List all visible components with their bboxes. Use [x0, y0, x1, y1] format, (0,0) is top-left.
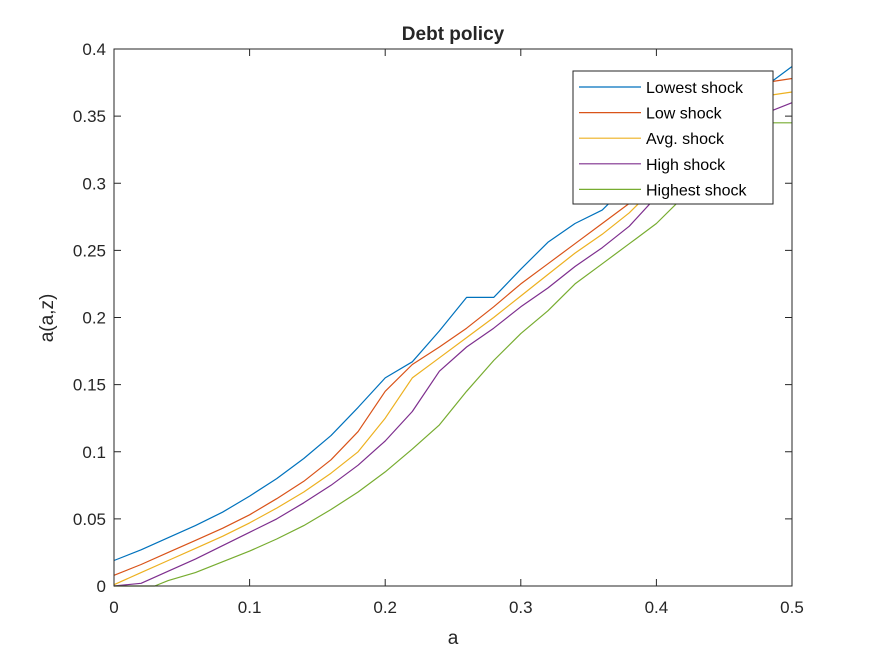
axes-box	[113, 48, 793, 587]
series-line-4	[114, 122, 792, 587]
x-tick-label: 0	[109, 598, 118, 617]
legend-label-1: Low shock	[646, 106, 723, 123]
y-tick-label: 0.25	[73, 241, 106, 260]
x-tick-label: 0.1	[238, 598, 262, 617]
y-tick-label: 0.4	[82, 40, 106, 59]
legend-label-4: Highest shock	[646, 182, 747, 199]
legend-label-3: High shock	[646, 157, 726, 174]
chart-title: Debt policy	[402, 24, 505, 45]
legend: Lowest shock Low shock Avg. shock High shoc…	[572, 70, 774, 205]
x-tick-label: 0.3	[509, 598, 533, 617]
x-axis-title: a	[448, 628, 459, 649]
y-axis-title: a(a,z)	[37, 294, 58, 343]
y-tick-label: 0.35	[73, 107, 106, 126]
y-tick-label: 0.05	[73, 510, 106, 529]
y-tick-label: 0.15	[73, 376, 106, 395]
legend-label-0: Lowest shock	[646, 80, 744, 97]
y-tick-label: 0.2	[82, 309, 106, 328]
y-tick-label: 0.3	[82, 174, 106, 193]
y-tick-label: 0.1	[82, 443, 106, 462]
x-tick-label: 0.4	[645, 598, 669, 617]
y-tick-label: 0	[97, 577, 106, 596]
x-tick-label: 0.2	[373, 598, 397, 617]
x-tick-label: 0.5	[780, 598, 804, 617]
legend-label-2: Avg. shock	[646, 131, 725, 148]
legend-box	[572, 70, 774, 205]
